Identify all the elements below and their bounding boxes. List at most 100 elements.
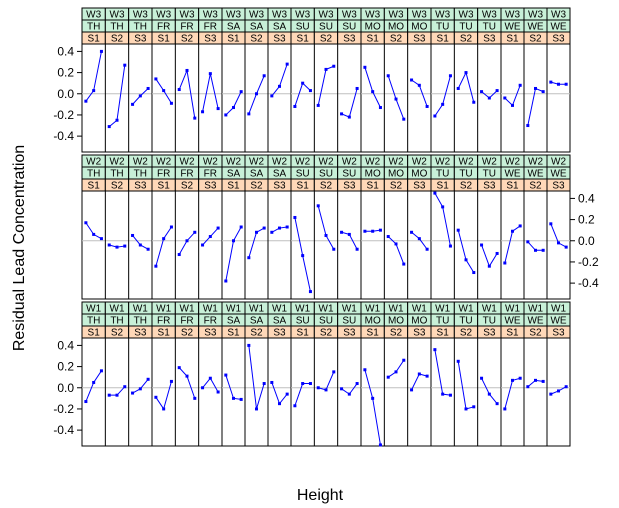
strip-week-label: W3 [389, 10, 404, 21]
strip-site-label: S3 [134, 34, 147, 45]
strip-week-label: W3 [295, 10, 310, 21]
data-point [301, 254, 305, 258]
strip-week-label: W3 [435, 10, 450, 21]
strip-site-label: S3 [552, 328, 565, 339]
data-point [154, 395, 158, 399]
panel-frame [500, 190, 571, 300]
data-point [402, 262, 406, 266]
y-tick-label: 0.4 [57, 44, 74, 58]
strip-day-label: SA [227, 22, 241, 33]
data-point [247, 343, 251, 347]
series-line-s2 [387, 75, 405, 120]
data-point [347, 392, 351, 396]
strip-site-label: S2 [250, 34, 263, 45]
series-line-s2 [318, 371, 335, 391]
data-point [495, 402, 499, 406]
strip-week-label: W3 [226, 10, 241, 21]
series-line-s1 [364, 67, 381, 108]
strip-site-label: S1 [367, 328, 380, 339]
series-line-s2 [457, 361, 474, 410]
data-point [534, 248, 537, 252]
data-point [549, 80, 553, 84]
data-point [363, 65, 367, 69]
data-point [495, 89, 499, 93]
strip-site-label: S2 [111, 181, 124, 192]
strip-site-label: S2 [529, 328, 542, 339]
data-point [239, 397, 243, 401]
strip-site-label: S1 [158, 181, 171, 192]
data-point [518, 224, 522, 228]
strip-site-label: S2 [250, 181, 263, 192]
y-tick-label: 0.0 [57, 381, 74, 395]
panel-frame [290, 43, 362, 153]
data-point [169, 379, 173, 383]
data-point [270, 230, 274, 234]
data-point [355, 247, 359, 251]
strip-day-label: SA [227, 316, 241, 327]
strip-day-label: SU [296, 22, 310, 33]
series-line-s2 [457, 71, 475, 103]
strip-day-label: SA [273, 169, 287, 180]
strip-week-label: W2 [459, 157, 474, 168]
data-point [433, 348, 437, 352]
data-point [456, 359, 460, 363]
series-line-s3 [202, 377, 219, 393]
data-point [84, 221, 88, 225]
strip-week-label: W3 [412, 10, 427, 21]
data-point [146, 86, 150, 90]
strip-site-label: S1 [158, 328, 171, 339]
data-point [557, 241, 560, 245]
data-point [138, 243, 142, 247]
data-point [340, 387, 344, 391]
data-point [526, 240, 530, 244]
strip-week-label: W1 [342, 304, 357, 315]
data-point [363, 229, 367, 233]
panel-frame [500, 43, 571, 153]
data-point [425, 247, 429, 251]
data-point [285, 62, 289, 66]
strip-day-label: WE [550, 22, 566, 33]
strip-week-label: W3 [133, 10, 148, 21]
data-point [193, 396, 197, 400]
data-point [146, 247, 150, 251]
strip-week-label: W2 [365, 157, 380, 168]
series-line-s1 [225, 226, 242, 282]
strip-week-label: W1 [528, 304, 543, 315]
panel-frame [500, 337, 571, 447]
strip-week-label: W2 [203, 157, 218, 168]
strip-site-label: S1 [367, 34, 380, 45]
data-point [270, 380, 274, 384]
strip-week-label: W2 [412, 157, 427, 168]
y-tick-label: 0.4 [57, 338, 74, 352]
strip-week-label: W1 [295, 304, 310, 315]
data-point [216, 226, 220, 230]
series-line-s1 [434, 192, 451, 247]
series-line-s1 [225, 91, 242, 116]
strip-week-label: W2 [319, 157, 334, 168]
data-point [262, 382, 266, 386]
data-point [92, 89, 96, 93]
strip-site-label: S2 [320, 328, 333, 339]
strip-day-label: WE [550, 316, 566, 327]
strip-day-label: SU [342, 22, 356, 33]
series-line-s1 [504, 85, 521, 107]
data-point [503, 261, 507, 265]
series-line-s3 [271, 63, 288, 97]
series-line-s2 [387, 359, 405, 378]
data-point [340, 112, 344, 116]
data-point [138, 94, 142, 98]
strip-week-label: W2 [482, 157, 497, 168]
data-point [224, 113, 228, 117]
panel-frame [430, 337, 502, 447]
data-point [185, 239, 189, 243]
data-point [115, 118, 119, 122]
data-point [123, 385, 127, 389]
data-point [247, 112, 251, 116]
strip-site-label: S2 [181, 34, 194, 45]
data-point [278, 226, 281, 230]
strip-site-label: S2 [390, 34, 403, 45]
strip-site-label: S2 [390, 181, 403, 192]
